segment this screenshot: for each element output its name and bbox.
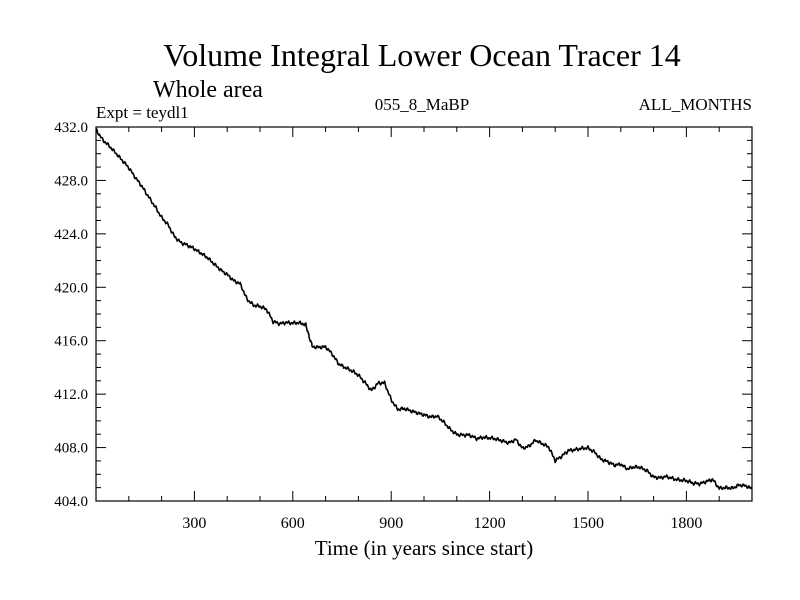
y-tick-label: 412.0 [54,387,88,403]
y-tick-label: 408.0 [54,441,88,457]
series-line [95,128,753,490]
x-axis-label: Time (in years since start) [315,536,534,560]
y-tick-label: 416.0 [54,334,88,350]
x-tick-label: 600 [281,515,305,532]
expt-label: Expt = teydl1 [96,103,189,122]
x-tick-labels: 300 600 900 1200 1500 1800 [182,515,702,532]
plot-frame [95,126,753,502]
y-tick-label: 424.0 [54,227,88,243]
run-label: 055_8_MaBP [375,95,469,114]
y-tick-label: 432.0 [54,120,88,136]
months-label: ALL_MONTHS [639,95,752,114]
x-tick-label: 300 [182,515,206,532]
chart-subtitle: Whole area [153,77,263,103]
x-tick-label: 1200 [474,515,506,532]
y-tick-label: 404.0 [54,494,88,510]
x-tick-label: 1500 [572,515,604,532]
x-tick-label: 1800 [670,515,702,532]
y-tick-label: 420.0 [54,280,88,296]
y-tick-label: 428.0 [54,173,88,189]
chart-title: Volume Integral Lower Ocean Tracer 14 [163,37,680,73]
x-tick-label: 900 [379,515,403,532]
y-tick-labels: 404.0 408.0 412.0 416.0 420.0 424.0 428.0 432.0 [54,120,88,510]
axis-ticks [96,126,752,502]
